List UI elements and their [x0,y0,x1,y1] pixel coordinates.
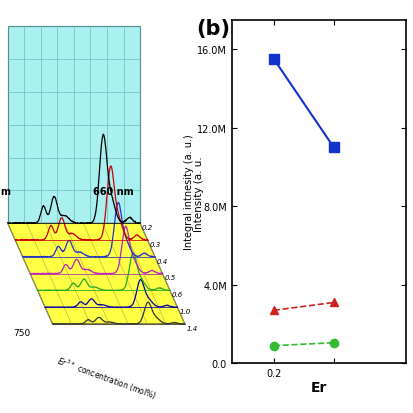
Y-axis label: Integral intnesity (a. u.): Integral intnesity (a. u.) [184,134,194,250]
Text: 0.3: 0.3 [149,241,160,247]
Text: 660 nm: 660 nm [93,186,134,196]
Text: Intensity (a. u.: Intensity (a. u. [193,157,203,232]
Text: 1.0: 1.0 [179,308,190,314]
Text: 0.6: 0.6 [171,292,183,297]
Text: 0.5: 0.5 [164,275,175,281]
Text: m: m [0,186,10,196]
X-axis label: Er: Er [310,380,326,394]
Text: 750: 750 [14,328,31,337]
Text: 1.4: 1.4 [186,325,197,331]
Text: (b): (b) [196,19,230,39]
Text: 0.2: 0.2 [142,225,153,230]
Text: 0.4: 0.4 [157,258,168,264]
Polygon shape [8,27,140,224]
Polygon shape [8,224,184,324]
Text: $Er^{3+}$ concentration (mol%): $Er^{3+}$ concentration (mol%) [55,354,158,402]
